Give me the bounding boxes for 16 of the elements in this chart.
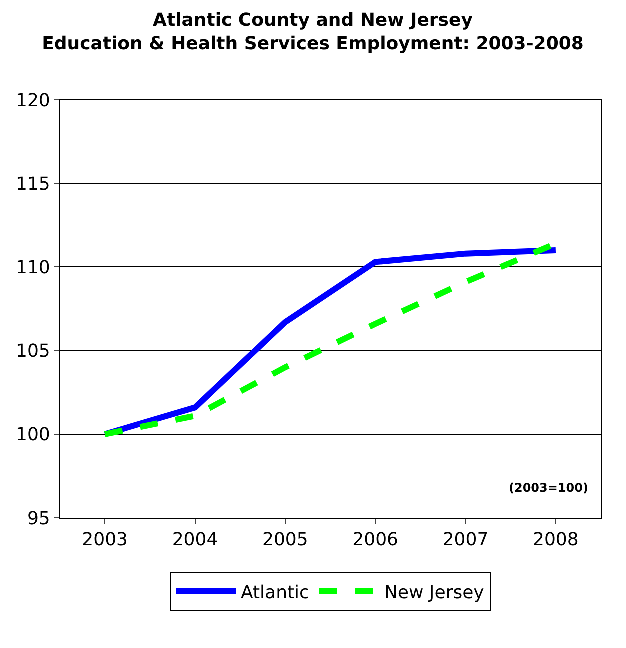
legend-label: Atlantic [241,582,310,604]
y-tick-label: 105 [16,341,50,362]
y-tick-label: 115 [16,174,50,195]
x-tick-label: 2005 [262,530,308,551]
x-tick-label: 2003 [82,530,128,551]
x-tick-label: 2004 [172,530,218,551]
y-tick-label: 95 [27,508,50,530]
y-tick-label: 100 [16,424,50,446]
x-tick-label: 2008 [533,530,579,551]
x-tick-label: 2007 [442,530,489,551]
annotation: (2003=100) [509,481,588,495]
y-tick-label: 110 [16,258,50,278]
y-tick-label: 120 [16,90,50,112]
chart-title: Atlantic County and New Jersey Education & Health Services Employment: 2003-2008 [42,10,584,54]
legend-label: New Jersey [384,582,485,604]
x-tick-label: 2006 [352,530,398,551]
